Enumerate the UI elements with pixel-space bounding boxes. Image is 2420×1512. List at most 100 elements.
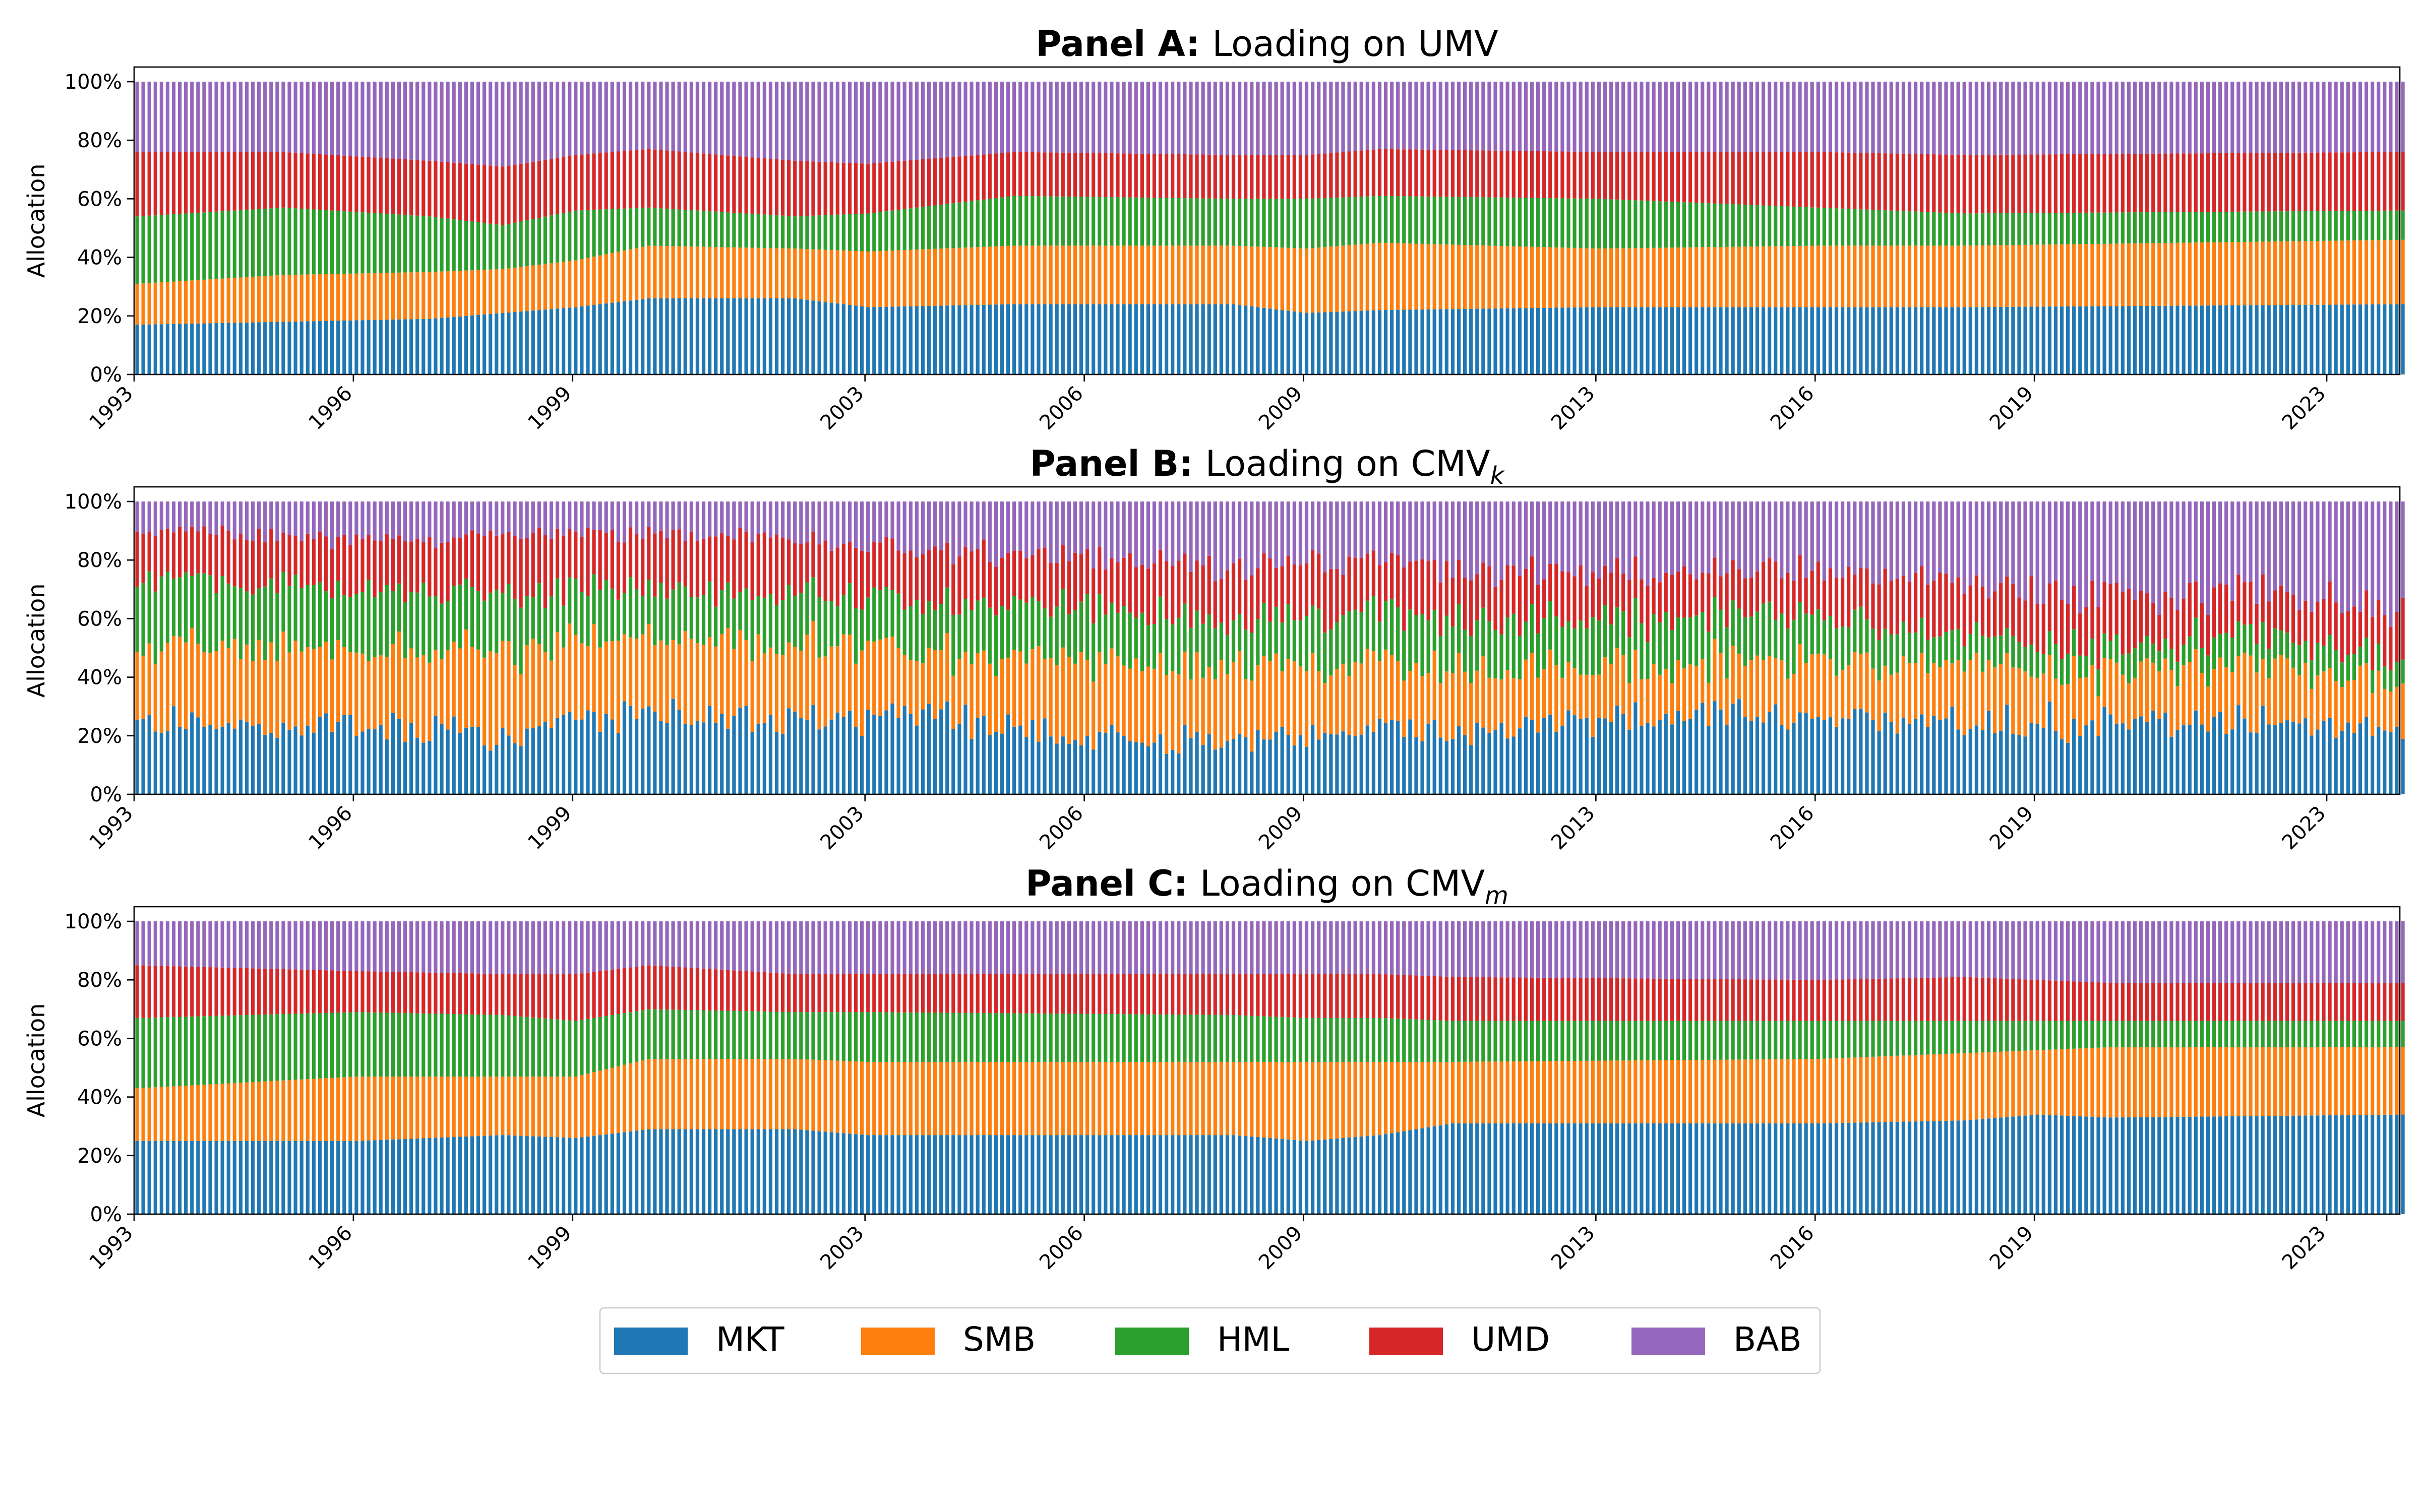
bar-umd <box>476 164 480 222</box>
bar-umd <box>1268 155 1272 199</box>
bar-bab <box>2297 501 2302 610</box>
bar-mkt <box>1341 1138 1345 1214</box>
bar-umd <box>2108 154 2112 213</box>
bar-hml <box>872 1012 876 1062</box>
bar-mkt <box>531 310 535 374</box>
bar-smb <box>458 648 462 733</box>
x-tick-label: 2009 <box>1254 802 1307 855</box>
bar-bab <box>385 921 389 972</box>
bar-bab <box>982 501 986 540</box>
bar-smb <box>1634 649 1638 703</box>
bar-smb <box>604 641 608 714</box>
bar-hml <box>165 214 170 282</box>
bar-hml <box>750 600 754 661</box>
bar-smb <box>342 1077 346 1141</box>
bar-umd <box>2346 611 2350 655</box>
bar-umd <box>214 152 218 212</box>
bar-bab <box>957 82 961 157</box>
bar-smb <box>306 1079 310 1141</box>
bar-bab <box>835 501 839 548</box>
bar-bab <box>1463 501 1467 578</box>
bar-hml <box>1158 596 1163 653</box>
bar-smb <box>1377 242 1382 310</box>
bar-smb <box>1591 675 1595 737</box>
bar-mkt <box>165 324 170 374</box>
bar-hml <box>1652 614 1656 664</box>
bar-mkt <box>1177 304 1181 374</box>
bar-umd <box>2151 603 2155 644</box>
bar-hml <box>878 590 882 640</box>
bar-mkt <box>677 1129 681 1214</box>
bar-umd <box>2084 154 2088 213</box>
bar-mkt <box>1420 741 1424 794</box>
bar-smb <box>1986 660 1991 711</box>
bar-hml <box>1146 198 1151 246</box>
bar-bab <box>1250 501 1254 576</box>
bar-bab <box>683 82 687 152</box>
bar-umd <box>196 967 200 1017</box>
bar-bab <box>1390 921 1394 975</box>
bar-smb <box>1871 668 1875 720</box>
bar-umd <box>2243 153 2247 212</box>
bar-bab <box>2078 82 2082 154</box>
bar-smb <box>970 664 974 739</box>
bar-hml <box>1049 196 1053 246</box>
bar-hml <box>1347 611 1351 676</box>
bar-mkt <box>403 1139 407 1214</box>
bar-smb <box>2249 655 2253 733</box>
bar-bab <box>1457 921 1461 977</box>
bar-bab <box>1968 82 1972 155</box>
bar-umd <box>1079 974 1083 1014</box>
bar-smb <box>1627 683 1631 730</box>
bar-smb <box>214 651 218 729</box>
bar-bab <box>872 501 876 542</box>
bar-umd <box>1426 149 1430 197</box>
bar-hml <box>2224 212 2228 242</box>
bar-smb <box>982 650 986 716</box>
bar-hml <box>562 213 566 262</box>
bar-mkt <box>489 1136 493 1214</box>
bar-bab <box>2285 82 2289 153</box>
bar-hml <box>2297 645 2302 675</box>
bar-smb <box>1481 245 1485 309</box>
bar-mkt <box>1213 304 1217 374</box>
bar-hml <box>829 601 833 647</box>
bar-smb <box>902 1061 906 1136</box>
bar-hml <box>1469 1021 1473 1062</box>
bar-umd <box>1701 573 1705 612</box>
bar-mkt <box>744 706 748 794</box>
bar-mkt <box>1201 304 1205 374</box>
bar-mkt <box>2133 719 2137 794</box>
bar-smb <box>275 661 279 738</box>
bar-hml <box>1444 615 1448 672</box>
bar-smb <box>1932 663 1936 716</box>
bar-hml <box>1268 1016 1272 1062</box>
bar-bab <box>635 921 639 967</box>
bar-umd <box>397 972 401 1013</box>
bar-mkt <box>1475 308 1479 374</box>
bar-hml <box>1323 633 1327 683</box>
bar-hml <box>1183 1015 1187 1062</box>
bar-umd <box>2206 615 2210 656</box>
bar-mkt <box>257 723 261 794</box>
bar-bab <box>2279 501 2283 586</box>
bar-bab <box>2060 501 2064 600</box>
bar-umd <box>1414 975 1418 1020</box>
bar-smb <box>2340 240 2344 305</box>
bar-umd <box>495 974 499 1015</box>
bar-smb <box>434 272 438 319</box>
bar-bab <box>707 501 712 537</box>
bar-hml <box>2291 211 2295 241</box>
bar-umd <box>434 972 438 1014</box>
panel-title: Panel C: Loading on CMVm <box>1025 863 1508 910</box>
bar-mkt <box>159 324 163 374</box>
bar-hml <box>537 218 541 265</box>
bar-bab <box>610 501 614 530</box>
bar-mkt <box>1810 307 1814 374</box>
bar-umd <box>1993 154 1997 214</box>
bar-hml <box>1286 604 1290 659</box>
bar-umd <box>744 157 748 214</box>
bar-bab <box>2127 82 2131 154</box>
bar-smb <box>896 1061 900 1136</box>
bar-mkt <box>1682 307 1686 374</box>
